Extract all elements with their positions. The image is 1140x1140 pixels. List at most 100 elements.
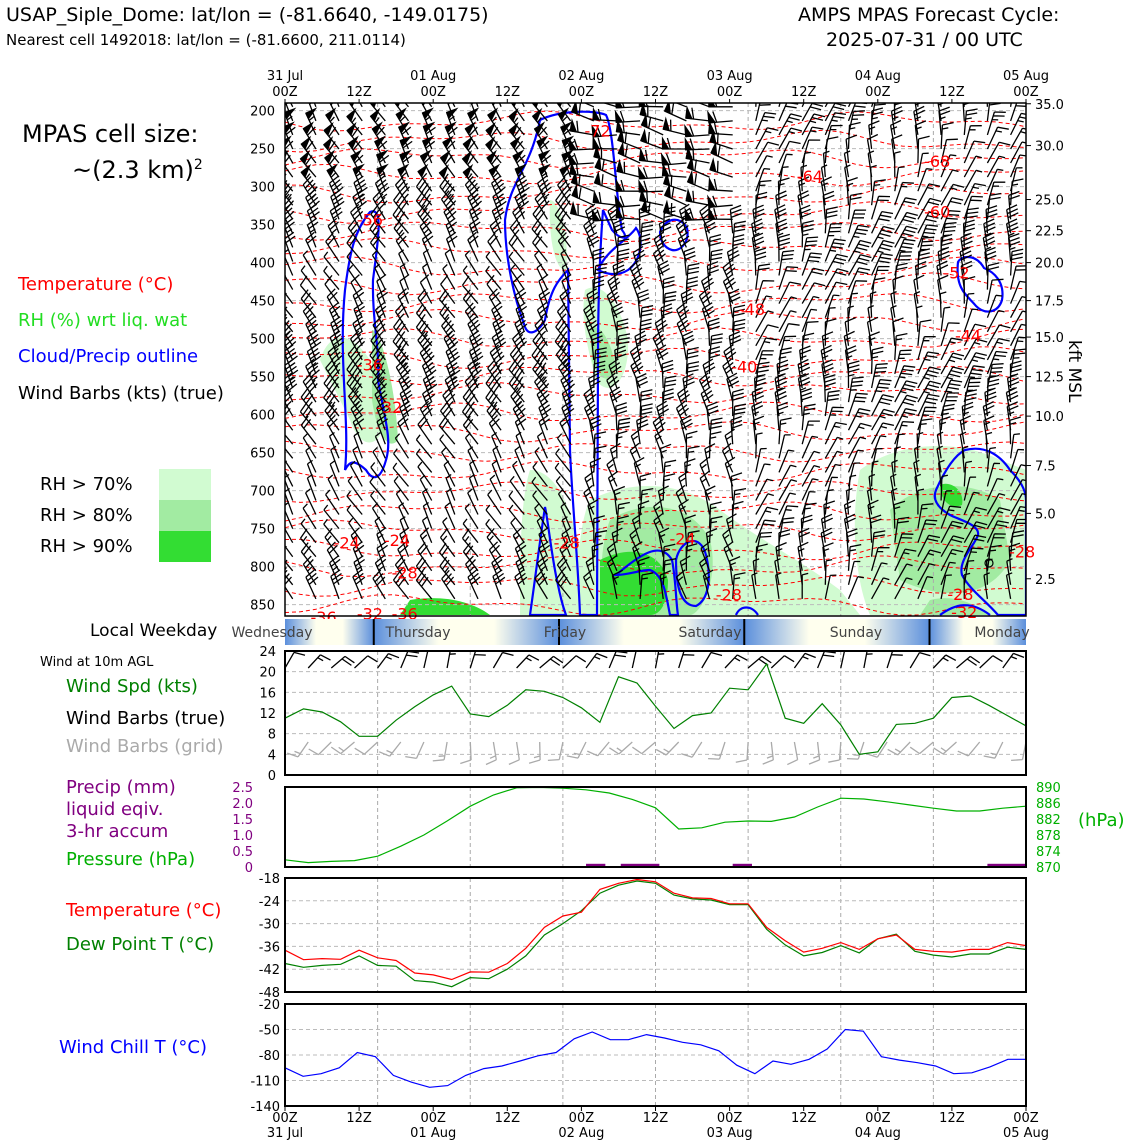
isotherm-label: -28 — [554, 533, 580, 552]
wind-barb — [510, 264, 525, 290]
wind-barb — [302, 250, 317, 276]
wind-barb-flag — [508, 121, 519, 137]
wind-barb — [724, 654, 748, 669]
wind-barb — [679, 414, 693, 445]
wind-barb-flag — [570, 170, 579, 186]
legend-precip2: liquid eqiv. — [66, 799, 164, 820]
wind-barb — [963, 559, 975, 585]
wind-barb-flag — [686, 169, 694, 186]
wind-barb — [847, 560, 861, 585]
wind-barb — [654, 651, 665, 669]
wind-barb — [894, 181, 914, 206]
kft-tick-label: 2.5 — [1035, 573, 1056, 588]
wind-barb — [415, 191, 433, 220]
wind-barb — [555, 345, 572, 375]
pressure-tick-label: 350 — [250, 219, 275, 234]
wind-barb — [559, 288, 572, 318]
wind-barb — [485, 387, 502, 417]
wind-barb-flag — [346, 121, 357, 137]
wind-barb — [983, 741, 1004, 759]
rh90-swatch — [159, 531, 211, 562]
top-hour-label: 12Z — [346, 85, 372, 100]
wind-barb — [534, 569, 548, 600]
wind-barb — [986, 462, 1001, 487]
bottom-hour-label: 00Z — [865, 1111, 891, 1126]
wind-barb — [871, 577, 890, 600]
wind-barb — [374, 175, 390, 206]
wind-barb — [824, 112, 847, 136]
wind-barb — [936, 260, 949, 290]
wind-barb — [762, 741, 774, 765]
wind-barb — [722, 358, 736, 389]
wind-barb — [352, 445, 363, 473]
wind-barb — [847, 436, 867, 459]
wind-barb — [514, 189, 529, 220]
wind-barb-flag — [417, 163, 429, 178]
legend-barbs-true: Wind Barbs (true) — [66, 708, 226, 729]
wind-barb — [983, 572, 990, 599]
wind-barb — [891, 459, 898, 487]
wind-barb — [778, 266, 799, 290]
wind-barb — [801, 403, 816, 431]
bottom-hour-label: 12Z — [791, 1111, 817, 1126]
wind-barb — [491, 203, 505, 234]
wind-barb — [917, 168, 933, 192]
wind-barb-flag — [348, 103, 355, 108]
wind-barb — [610, 302, 624, 332]
legend-cloud: Cloud/Precip outline — [18, 346, 199, 367]
wind-barb — [778, 492, 796, 515]
wind-barb — [940, 233, 953, 262]
wind-barb — [708, 501, 722, 529]
wind-barb — [442, 264, 456, 290]
wind-barb — [377, 652, 400, 669]
wind-barb — [917, 380, 941, 403]
wind-barb-flag — [686, 155, 695, 172]
wind-barb — [662, 291, 677, 318]
wind-barb-flag — [617, 141, 625, 157]
top-hour-label: 00Z — [569, 85, 595, 100]
wind-barb — [346, 490, 363, 515]
wind-barb — [538, 541, 551, 572]
bottom-date-label: 31 Jul — [267, 1126, 303, 1140]
wind-barb — [306, 344, 322, 375]
wind-barb — [847, 192, 862, 220]
wind-barb-flag — [397, 163, 410, 177]
wind-barb — [393, 448, 410, 473]
wind-barb — [959, 431, 967, 459]
wind-barb — [871, 562, 888, 586]
wind-barb — [751, 387, 765, 417]
wind-barb — [847, 360, 860, 389]
wind-barb — [725, 513, 737, 543]
wind-barb — [847, 292, 858, 318]
cloud-outline-7 — [612, 549, 680, 616]
wind-barb — [778, 249, 795, 276]
wind-barb — [486, 401, 502, 431]
wind-barb-flag — [639, 187, 647, 203]
kft-tick-label: 20.0 — [1035, 257, 1064, 272]
wind-barb — [986, 278, 1004, 304]
wind-barb — [616, 234, 630, 262]
wind-axis: 0 4 8 12 16 20 24 — [259, 645, 276, 784]
wind-barb — [583, 569, 595, 600]
wind-barb — [963, 572, 971, 599]
wind-barb-flag — [461, 150, 473, 165]
wind-barb — [963, 292, 975, 318]
wind-barb — [979, 655, 1003, 669]
wind-barb-flag — [593, 170, 602, 186]
wind-barb — [441, 569, 456, 600]
wind-barb-flag — [352, 163, 365, 176]
wind-barb-flag — [395, 107, 407, 121]
top-date-label: 03 Aug — [707, 69, 753, 84]
wind-barb — [421, 263, 433, 290]
isotherm-label: -24 — [384, 531, 410, 550]
wind-barb — [1006, 373, 1020, 403]
wind-barb-flag — [439, 149, 451, 164]
wind-barb — [940, 520, 964, 544]
wind-barb — [444, 372, 460, 403]
wind-barb — [801, 490, 816, 515]
wind-barb-flag — [538, 163, 551, 176]
wind-barb — [536, 302, 549, 333]
wind-barb — [913, 445, 921, 473]
wind-barb — [824, 421, 847, 445]
wind-barb — [824, 206, 838, 234]
